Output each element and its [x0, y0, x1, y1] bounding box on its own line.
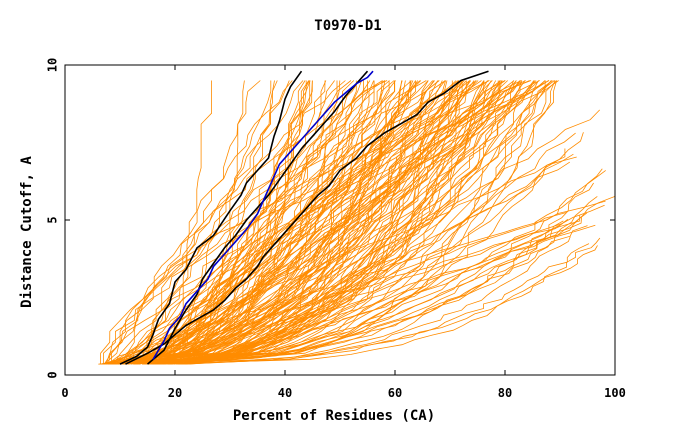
- y-axis-label: Distance Cutoff, A: [19, 156, 35, 308]
- model-curve: [148, 80, 503, 365]
- x-tick-label: 0: [61, 386, 68, 400]
- model-curve: [120, 212, 588, 365]
- model-curve: [142, 80, 523, 365]
- x-tick-label: 80: [498, 386, 512, 400]
- model-curve: [169, 80, 417, 365]
- model-curve: [111, 80, 427, 365]
- model-curve: [138, 80, 362, 365]
- model-curve: [169, 80, 557, 365]
- model-curve: [178, 196, 598, 365]
- model-curve: [141, 80, 464, 365]
- y-tick-label: 0: [46, 371, 60, 378]
- model-curve: [108, 80, 293, 365]
- model-curve: [112, 80, 492, 365]
- model-curve: [100, 80, 416, 365]
- model-curve: [151, 224, 596, 365]
- model-curve: [177, 80, 395, 365]
- model-curve: [169, 80, 364, 365]
- model-curve: [142, 80, 435, 365]
- model-curve: [131, 161, 571, 365]
- model-lines: [98, 80, 616, 365]
- model-curve: [124, 80, 546, 365]
- model-curve: [103, 80, 383, 365]
- model-curve: [144, 132, 584, 365]
- model-curve: [182, 80, 460, 365]
- model-curve: [114, 80, 515, 365]
- model-curve: [169, 80, 471, 365]
- model-curve: [183, 80, 521, 365]
- model-curve: [124, 80, 386, 365]
- model-curve: [167, 80, 438, 365]
- series-line-blue: [152, 70, 374, 360]
- model-curve: [107, 245, 598, 365]
- model-curve: [114, 80, 433, 365]
- model-curve: [129, 80, 396, 365]
- model-curve: [160, 80, 477, 365]
- series-line-black-right: [146, 70, 369, 365]
- x-tick-label: 100: [604, 386, 626, 400]
- x-axis: 0 20 40 60 80 100: [61, 65, 626, 400]
- model-curve: [156, 237, 601, 365]
- model-curve: [163, 80, 503, 365]
- model-curve: [152, 225, 588, 365]
- model-curve: [176, 80, 313, 365]
- model-curve: [170, 132, 576, 365]
- model-curve: [101, 80, 497, 365]
- y-tick-label: 10: [46, 58, 60, 72]
- model-curve: [133, 80, 517, 365]
- model-curve: [109, 80, 521, 365]
- x-tick-label: 40: [278, 386, 292, 400]
- x-tick-label: 20: [168, 386, 182, 400]
- y-tick-label: 5: [46, 216, 60, 223]
- model-curve: [143, 215, 581, 365]
- x-tick-label: 60: [388, 386, 402, 400]
- model-curve: [121, 80, 485, 365]
- model-curve: [117, 80, 553, 365]
- model-curve: [167, 153, 574, 365]
- model-curve: [171, 80, 396, 365]
- model-curve: [108, 80, 369, 365]
- series-line-black-mid: [125, 70, 489, 365]
- model-curve: [157, 80, 537, 365]
- model-curve: [167, 80, 412, 365]
- model-curve: [111, 80, 555, 365]
- model-curve: [141, 80, 499, 365]
- model-curve: [136, 80, 462, 365]
- series-line-black-left: [119, 70, 303, 365]
- model-curve: [179, 80, 272, 365]
- model-curve: [103, 80, 550, 365]
- model-curve: [113, 80, 535, 365]
- model-curve: [173, 109, 600, 365]
- model-curve: [118, 168, 603, 365]
- model-curve: [145, 80, 403, 365]
- chart-title: T0970-D1: [314, 18, 381, 34]
- model-curve: [160, 80, 412, 365]
- model-curve: [99, 80, 355, 365]
- model-curve: [184, 236, 571, 365]
- model-curve: [142, 80, 406, 365]
- model-curve: [118, 80, 313, 365]
- model-curve: [121, 80, 290, 365]
- model-curve: [137, 80, 515, 365]
- x-axis-label: Percent of Residues (CA): [233, 408, 435, 424]
- y-axis: 0 5 10: [46, 58, 615, 379]
- model-curve: [106, 80, 472, 365]
- model-curve: [170, 80, 375, 365]
- model-curve: [116, 80, 306, 365]
- series-lines: [119, 70, 489, 365]
